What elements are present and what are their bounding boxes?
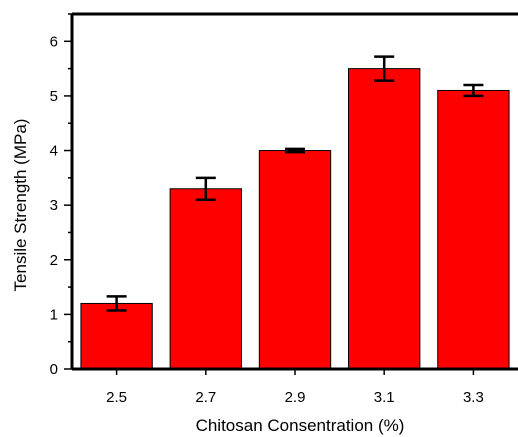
x-tick-label: 3.3 <box>463 389 484 406</box>
y-tick-label: 0 <box>50 361 58 378</box>
bar <box>169 188 242 370</box>
x-tick-label: 2.9 <box>285 389 306 406</box>
bar <box>348 68 421 370</box>
y-tick-label: 1 <box>50 306 58 323</box>
bar <box>80 302 153 370</box>
x-axis-title: Chitosan Consentration (%) <box>196 416 405 435</box>
x-tick-label: 2.5 <box>106 389 127 406</box>
plot-area: 2.5 2.7 2.9 3.1 3.3 0 1 2 3 4 5 6 <box>50 12 518 406</box>
y-tick-label: 3 <box>50 197 58 214</box>
bar <box>258 150 332 370</box>
x-tick-label: 2.7 <box>195 389 216 406</box>
bar <box>437 89 510 370</box>
x-tick-label: 3.1 <box>374 389 395 406</box>
y-tick-label: 4 <box>50 143 58 160</box>
y-tick-label: 6 <box>50 33 58 50</box>
y-axis-title: Tensile Strength (MPa) <box>11 119 30 292</box>
y-tick-label: 2 <box>50 252 58 269</box>
y-tick-label: 5 <box>50 88 58 105</box>
